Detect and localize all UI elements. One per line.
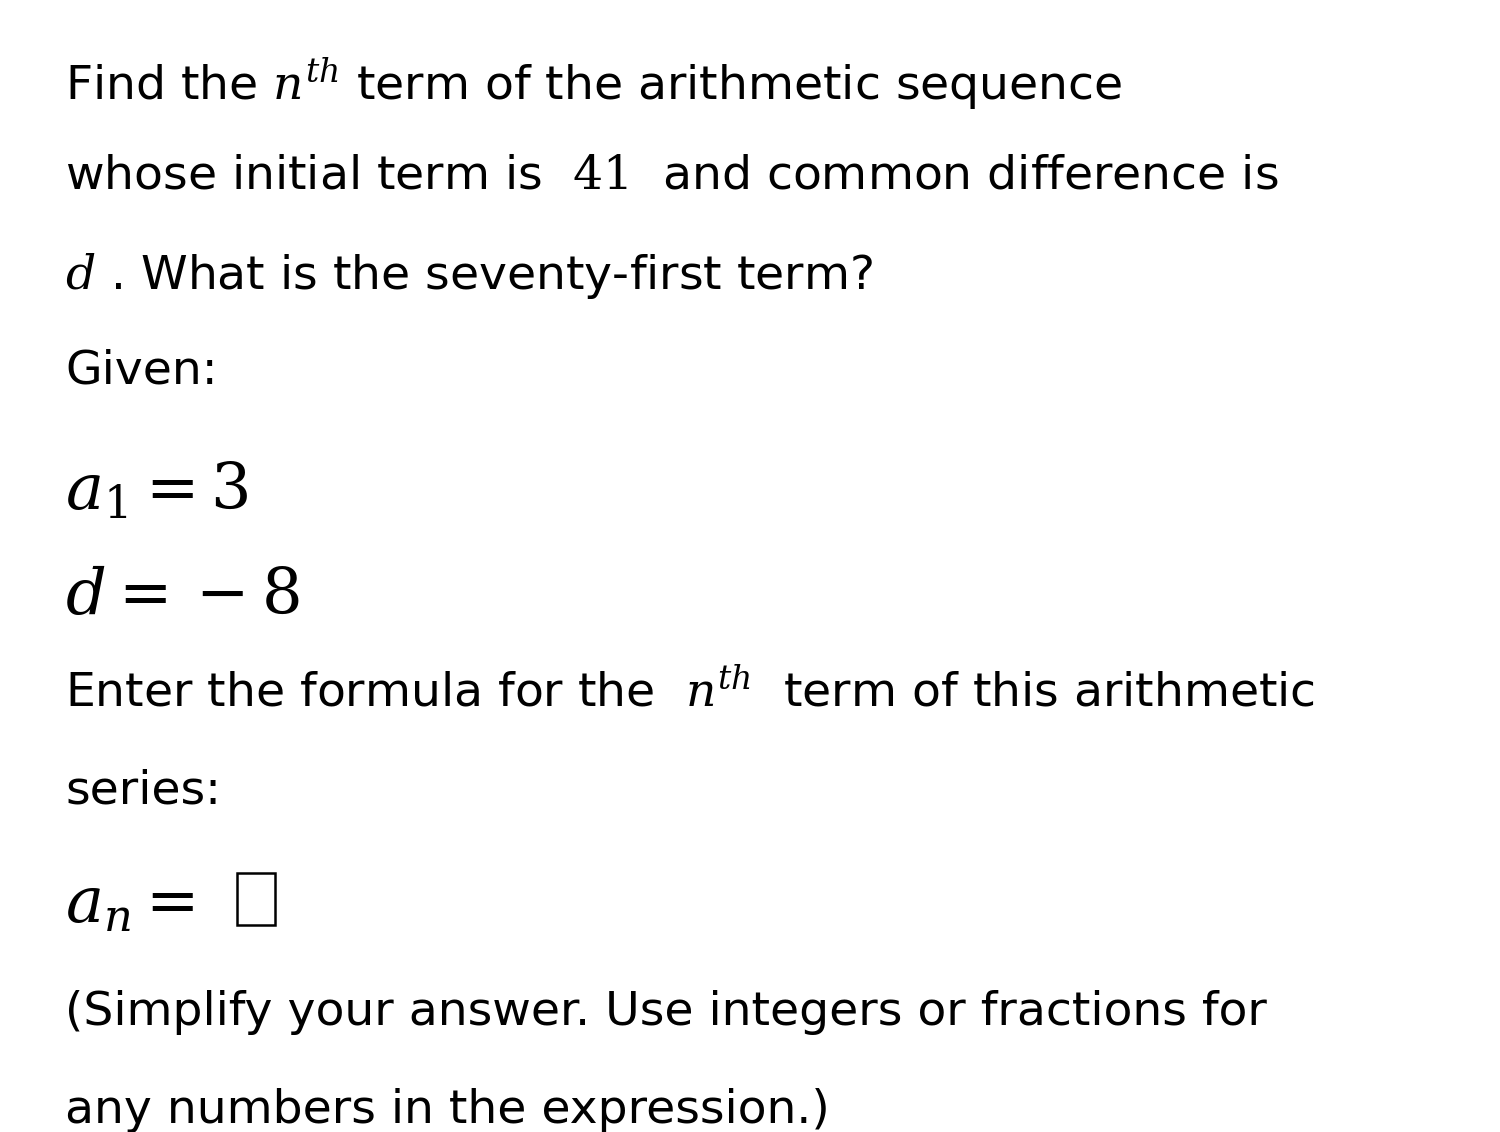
Text: $a_1 = 3$: $a_1 = 3$ xyxy=(64,460,249,522)
Bar xyxy=(237,873,274,925)
Text: Enter the formula for the  $n^{th}$  term of this arithmetic: Enter the formula for the $n^{th}$ term … xyxy=(64,670,1316,717)
Text: $a_n = $: $a_n = $ xyxy=(64,873,195,935)
Text: (Simplify your answer. Use integers or fractions for: (Simplify your answer. Use integers or f… xyxy=(64,990,1268,1035)
Text: Given:: Given: xyxy=(64,349,218,394)
Text: $d = -8$: $d = -8$ xyxy=(64,565,300,627)
Text: any numbers in the expression.): any numbers in the expression.) xyxy=(64,1088,830,1132)
Text: Find the $n^{th}$ term of the arithmetic sequence: Find the $n^{th}$ term of the arithmetic… xyxy=(64,55,1122,111)
Text: whose initial term is  $41$  and common difference is: whose initial term is $41$ and common di… xyxy=(64,153,1278,198)
Text: series:: series: xyxy=(64,767,220,813)
Text: $d$ . What is the seventy-first term?: $d$ . What is the seventy-first term? xyxy=(64,251,873,301)
